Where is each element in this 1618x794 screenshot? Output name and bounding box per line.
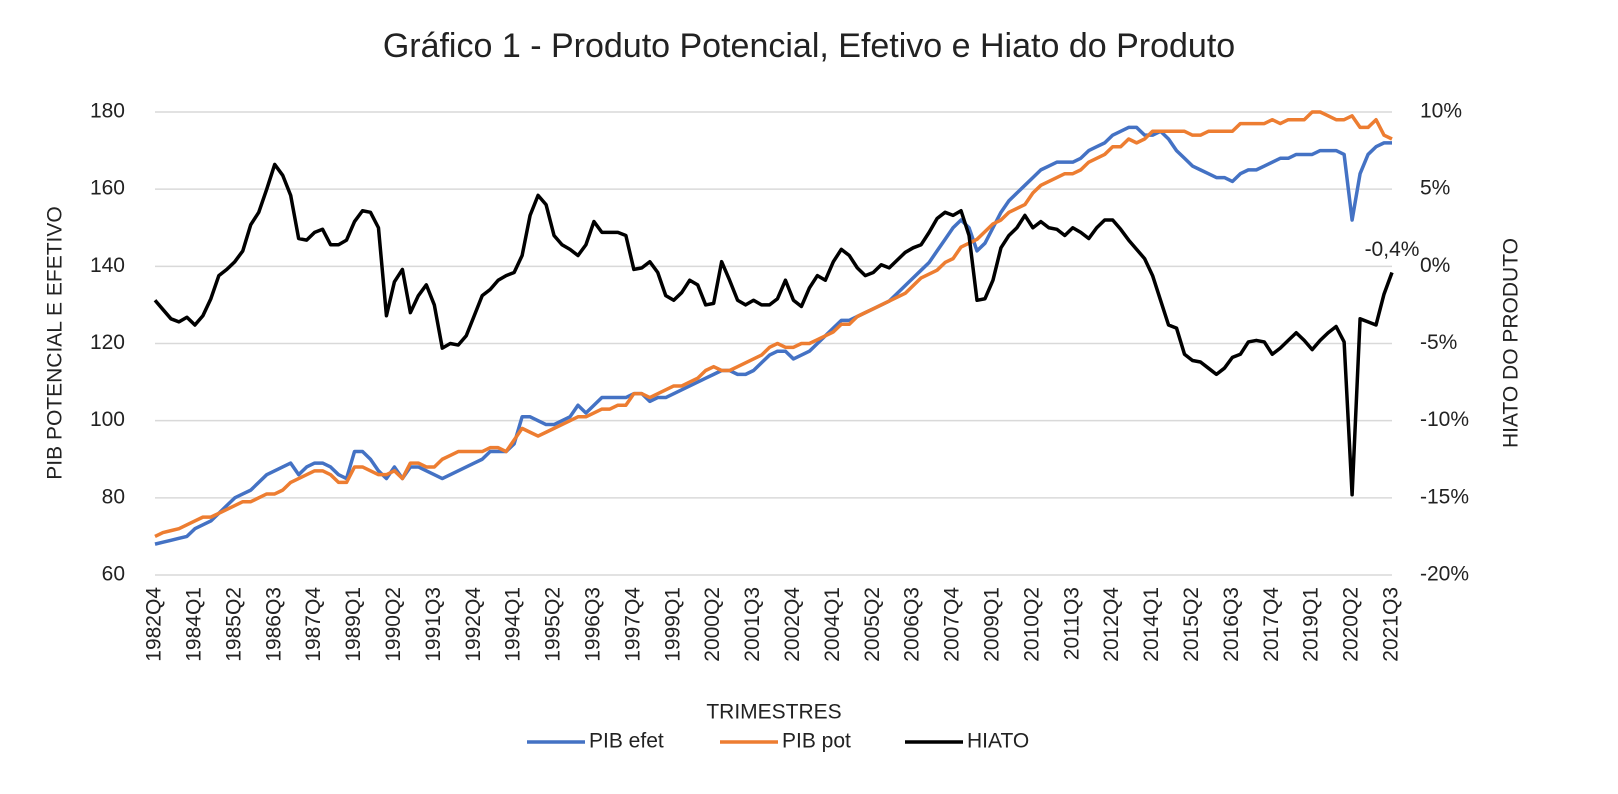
x-tick-label: 2012Q4 [1100,587,1123,662]
x-tick-label: 2000Q2 [701,587,724,662]
x-tick-label: 2010Q2 [1020,587,1043,662]
x-tick-label: 2001Q3 [741,587,764,662]
x-tick-label: 2021Q3 [1380,587,1403,662]
y-tick-label: 160 [90,177,125,200]
y2-tick-label: -10% [1420,408,1469,431]
legend-label: HIATO [967,730,1029,753]
x-tick-label: 2016Q3 [1220,587,1243,662]
x-tick-label: 1996Q3 [581,587,604,662]
y2-tick-label: -5% [1420,331,1457,354]
x-tick-label: 1992Q4 [462,587,485,662]
line-series [154,125,1392,546]
x-tick-label: 2005Q2 [861,587,884,662]
x-tick-label: 1985Q2 [222,587,245,662]
x-tick-label: 2002Q4 [781,587,804,662]
x-tick-label: 1987Q4 [302,587,325,662]
x-tick-label: 1994Q1 [502,587,525,662]
y-axis-title: PIB POTENCIAL E EFETIVO [44,206,67,479]
line-series [154,110,1393,538]
y2-tick-label: -20% [1420,563,1469,586]
legend-label: PIB efet [589,730,664,753]
x-tick-label: 1990Q2 [382,587,405,662]
x-tick-label: 1997Q4 [621,587,644,662]
y2-tick-label: 5% [1420,177,1450,200]
x-tick-label: 1991Q3 [422,587,445,662]
y2-tick-label: 0% [1420,254,1450,277]
x-tick-label: 1982Q4 [143,587,166,662]
x-tick-label: 2019Q1 [1300,587,1323,662]
x-tick-label: 2015Q2 [1180,587,1203,662]
x-tick-label: 2014Q1 [1140,587,1163,662]
x-tick-label: 2009Q1 [981,587,1004,662]
x-tick-label: 1989Q1 [342,587,365,662]
y-tick-label: 80 [102,485,125,508]
x-tick-label: 1986Q3 [262,587,285,662]
y-tick-label: 120 [90,331,125,354]
x-tick-label: 1984Q1 [182,587,205,662]
x-tick-label: 1999Q1 [661,587,684,662]
line-series [153,162,1394,497]
x-tick-label: 2020Q2 [1340,587,1363,662]
y2-axis-title: HIATO DO PRODUTO [1500,238,1523,448]
chart-title: Gráfico 1 - Produto Potencial, Efetivo e… [383,27,1235,65]
x-tick-label: 1995Q2 [542,587,565,662]
legend-label: PIB pot [782,730,851,753]
y2-tick-label: 10% [1420,100,1462,123]
x-tick-label: 2006Q3 [901,587,924,662]
x-axis-title: TRIMESTRES [706,701,841,724]
y-tick-label: 100 [90,408,125,431]
x-tick-label: 2017Q4 [1260,587,1283,662]
y2-tick-label: -15% [1420,485,1469,508]
x-tick-label: 2004Q1 [821,587,844,662]
y-tick-label: 180 [90,100,125,123]
x-tick-label: 2011Q3 [1060,587,1083,660]
y-tick-label: 60 [102,563,125,586]
y-tick-label: 140 [90,254,125,277]
data-label: -0,4% [1365,238,1420,261]
x-tick-label: 2007Q4 [941,587,964,662]
